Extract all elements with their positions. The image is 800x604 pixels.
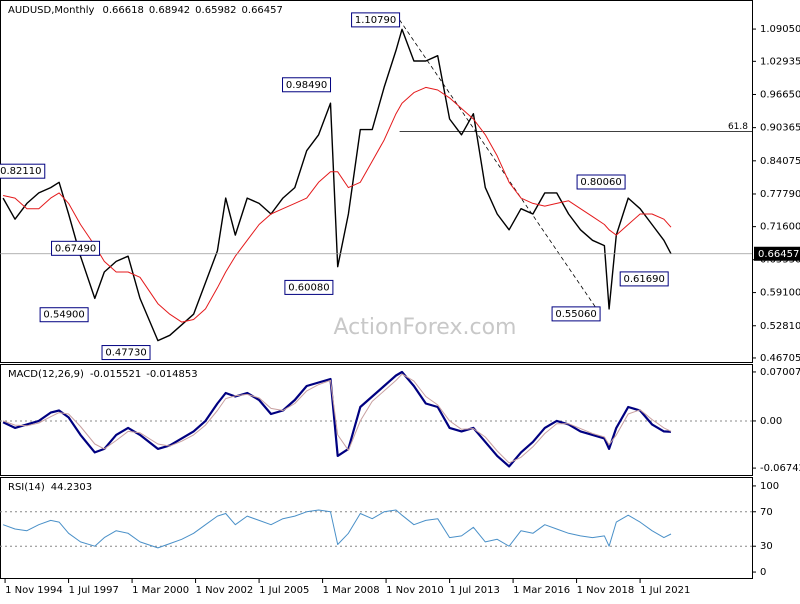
annotation-box xyxy=(39,307,89,323)
annotation: 0.82110 xyxy=(0,163,46,179)
y-tick-label: -0.067423 xyxy=(760,463,800,474)
annotation-box xyxy=(101,345,151,361)
annotation: 0.61690 xyxy=(619,271,669,287)
annotation-label: 0.98490 xyxy=(286,80,327,91)
y-tick-label: 70 xyxy=(760,507,773,518)
x-tick-label: 1 Nov 2018 xyxy=(577,585,635,596)
annotation: 0.80060 xyxy=(576,174,626,190)
y-tick-label: 0 xyxy=(760,567,766,578)
y-tick-label: 100 xyxy=(760,481,779,492)
annotation-box xyxy=(284,279,334,295)
x-tick-label: 1 Nov 2002 xyxy=(196,585,254,596)
y-tick-label: 0.77790 xyxy=(760,189,800,200)
ohlc-value: 0.66457 xyxy=(242,5,283,16)
annotation-label: 1.10790 xyxy=(355,15,396,26)
ohlc-value: 0.68942 xyxy=(149,5,190,16)
annotation-box xyxy=(619,271,669,287)
y-tick-label: 30 xyxy=(760,541,773,552)
y-tick-label: 0.46705 xyxy=(760,353,800,364)
annotation: 0.54900 xyxy=(39,307,89,323)
annotation-box xyxy=(282,77,332,93)
panel-value: 44.2303 xyxy=(51,482,92,493)
annotation-label: 0.47730 xyxy=(105,348,146,359)
chart-title: AUDUSD,Monthly xyxy=(8,5,95,16)
x-tick-label: 1 Jul 2005 xyxy=(259,585,309,596)
annotation: 0.67490 xyxy=(51,240,101,256)
y-tick-label: 0.00 xyxy=(760,416,782,427)
annotation-box xyxy=(0,163,46,179)
x-tick-label: 1 Jul 1997 xyxy=(69,585,119,596)
annotation-label: 0.82110 xyxy=(0,166,41,177)
series-line xyxy=(2,373,672,464)
panel-value: -0.014853 xyxy=(146,369,197,380)
annotation-label: 0.55060 xyxy=(555,309,596,320)
y-tick-label: 0.90365 xyxy=(760,123,800,134)
last-price-label: 0.66457 xyxy=(758,249,799,260)
watermark: ActionForex.com xyxy=(334,315,517,340)
annotation-label: 0.67490 xyxy=(55,243,96,254)
y-tick-label: 1.09050 xyxy=(760,24,800,35)
y-tick-label: 0.71600 xyxy=(760,222,800,233)
x-tick-label: 1 Jul 2021 xyxy=(640,585,690,596)
annotation-label: 0.60080 xyxy=(288,282,329,293)
x-tick-label: 1 Mar 2000 xyxy=(132,585,189,596)
y-tick-label: 0.070071 xyxy=(760,367,800,378)
annotation: 0.98490 xyxy=(282,77,332,93)
annotation-box xyxy=(351,12,401,28)
y-tick-label: 1.02935 xyxy=(760,56,800,67)
x-tick-label: 1 Mar 2008 xyxy=(323,585,380,596)
y-tick-label: 0.84075 xyxy=(760,156,800,167)
price-panel-frame xyxy=(0,0,753,363)
rsi-panel-frame xyxy=(0,477,753,579)
panel-value: -0.015521 xyxy=(90,369,141,380)
x-tick-label: 1 Mar 2016 xyxy=(513,585,570,596)
series-line xyxy=(2,370,672,468)
annotation-box xyxy=(51,240,101,256)
last-price-box xyxy=(754,246,800,261)
macd-panel-frame xyxy=(0,364,753,476)
annotation-label: 0.80060 xyxy=(580,177,621,188)
ohlc-value: 0.65982 xyxy=(195,5,236,16)
annotation-box xyxy=(576,174,626,190)
y-tick-label: 0.52810 xyxy=(760,321,800,332)
annotation-box xyxy=(551,306,601,322)
ohlc-value: 0.66618 xyxy=(102,5,143,16)
series-line xyxy=(2,509,672,549)
fib-label: 61.8 xyxy=(728,122,748,132)
panel-title: RSI(14) xyxy=(8,482,45,493)
y-tick-label: 0.59100 xyxy=(760,288,800,299)
annotation-label: 0.61690 xyxy=(624,274,665,285)
series-line xyxy=(2,28,672,342)
panel-title: MACD(12,26,9) xyxy=(8,369,84,380)
annotation: 0.55060 xyxy=(551,306,601,322)
annotation: 0.60080 xyxy=(284,279,334,295)
annotation: 0.47730 xyxy=(101,345,151,361)
annotation: 1.10790 xyxy=(351,12,401,28)
series-line xyxy=(2,86,672,323)
x-tick-label: 1 Nov 1994 xyxy=(5,585,63,596)
annotation-label: 0.54900 xyxy=(43,310,84,321)
y-tick-label: 0.96650 xyxy=(760,89,800,100)
trend-line xyxy=(399,19,601,315)
x-tick-label: 1 Jul 2013 xyxy=(450,585,500,596)
x-tick-label: 1 Nov 2010 xyxy=(386,585,444,596)
